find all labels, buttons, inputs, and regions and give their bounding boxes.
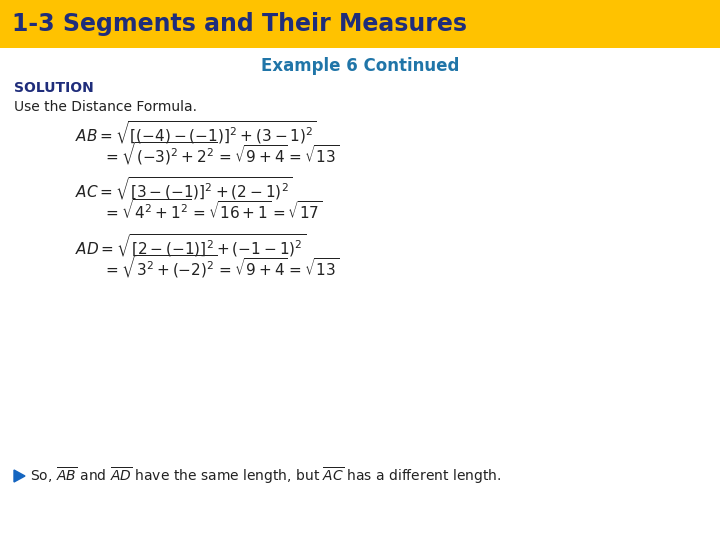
Text: Example 6 Continued: Example 6 Continued bbox=[261, 57, 459, 75]
Text: SOLUTION: SOLUTION bbox=[14, 81, 94, 95]
Text: 1-3 Segments and Their Measures: 1-3 Segments and Their Measures bbox=[12, 12, 467, 36]
Text: $= \sqrt{4^2 + 1^2} = \sqrt{16+1} = \sqrt{17}$: $= \sqrt{4^2 + 1^2} = \sqrt{16+1} = \sqr… bbox=[103, 198, 323, 222]
Text: $AB = \sqrt{[(-4)-(-1)]^2 + (3-1)^2}$: $AB = \sqrt{[(-4)-(-1)]^2 + (3-1)^2}$ bbox=[75, 119, 317, 146]
Polygon shape bbox=[14, 470, 25, 482]
Text: $AD = \sqrt{[2-(-1)]^2 + (-1-1)^2}$: $AD = \sqrt{[2-(-1)]^2 + (-1-1)^2}$ bbox=[75, 233, 306, 260]
Text: $= \sqrt{3^2 + (-2)^2} = \sqrt{9+4} = \sqrt{13}$: $= \sqrt{3^2 + (-2)^2} = \sqrt{9+4} = \s… bbox=[103, 253, 339, 280]
Text: So, $\overline{AB}$ and $\overline{AD}$ have the same length, but $\overline{AC}: So, $\overline{AB}$ and $\overline{AD}$ … bbox=[30, 466, 501, 486]
Bar bbox=[0, 0, 720, 48]
Text: $= \sqrt{(-3)^2 + 2^2} = \sqrt{9+4} = \sqrt{13}$: $= \sqrt{(-3)^2 + 2^2} = \sqrt{9+4} = \s… bbox=[103, 140, 339, 167]
Text: $AC = \sqrt{[3-(-1)]^2 + (2-1)^2}$: $AC = \sqrt{[3-(-1)]^2 + (2-1)^2}$ bbox=[75, 176, 292, 202]
Text: Use the Distance Formula.: Use the Distance Formula. bbox=[14, 100, 197, 114]
